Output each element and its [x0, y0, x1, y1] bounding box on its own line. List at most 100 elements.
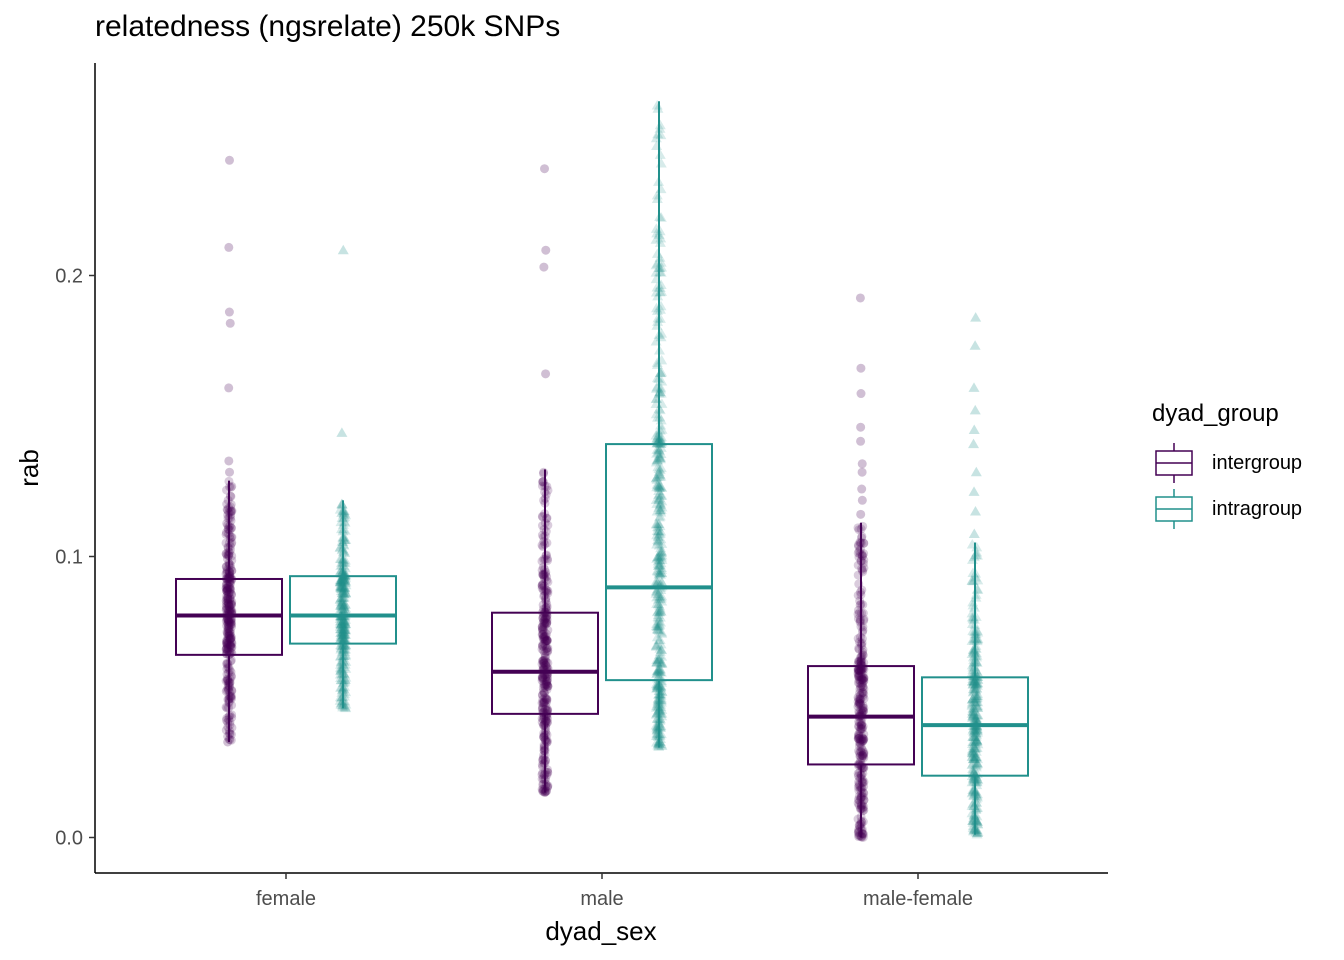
legend-label-intragroup: intragroup: [1212, 497, 1303, 520]
box: [289, 575, 397, 645]
data-point: [968, 784, 980, 794]
data-point: [655, 435, 667, 445]
data-point: [334, 618, 346, 628]
data-point: [223, 662, 233, 672]
data-point: [539, 619, 549, 629]
data-point: [968, 766, 980, 777]
outlier-point: [337, 244, 349, 255]
data-point: [653, 569, 665, 579]
data-point: [971, 702, 983, 712]
data-point: [224, 602, 234, 612]
data-point: [221, 583, 231, 593]
data-point: [654, 600, 666, 611]
data-point: [225, 579, 235, 589]
data-point: [654, 404, 666, 415]
data-point: [653, 489, 665, 499]
data-point: [967, 702, 979, 713]
data-point: [538, 661, 548, 671]
data-point: [858, 703, 868, 713]
data-point: [221, 604, 231, 614]
outlier-point: [969, 340, 981, 350]
data-point: [538, 624, 548, 634]
data-point: [652, 682, 664, 692]
data-point: [652, 576, 664, 586]
data-point: [968, 685, 980, 696]
y-axis-label: rab: [14, 449, 44, 487]
data-point: [222, 643, 232, 653]
data-point: [335, 631, 347, 641]
data-point: [967, 708, 979, 718]
legend-item-intergroup: intergroup: [1152, 440, 1302, 486]
data-point: [656, 550, 668, 560]
data-point: [968, 752, 980, 762]
data-point: [858, 682, 868, 692]
data-point: [655, 382, 667, 392]
data-point: [654, 480, 666, 491]
data-point: [859, 664, 869, 674]
data-point: [656, 564, 668, 574]
data-point: [857, 751, 867, 761]
data-point: [967, 747, 979, 758]
data-point: [335, 656, 347, 667]
data-point: [651, 525, 663, 535]
data-point: [650, 456, 662, 467]
data-point: [653, 449, 665, 460]
data-point: [336, 630, 348, 641]
data-point: [971, 734, 983, 745]
data-point: [856, 666, 866, 676]
data-point: [539, 632, 549, 642]
data-point: [858, 750, 868, 760]
data-point: [970, 647, 982, 658]
data-point: [971, 671, 983, 681]
data-point: [654, 445, 666, 455]
data-point: [540, 693, 550, 703]
data-point: [654, 618, 666, 629]
data-point: [968, 702, 980, 712]
data-point: [654, 528, 666, 538]
data-point: [652, 453, 664, 464]
outlier-point: [223, 737, 233, 747]
data-point: [854, 675, 864, 685]
data-point: [222, 627, 232, 637]
data-point: [651, 305, 663, 315]
data-point: [966, 676, 978, 686]
data-point: [339, 634, 351, 645]
data-point: [223, 643, 233, 653]
data-point: [226, 631, 236, 641]
box: [605, 443, 713, 682]
data-point: [970, 746, 982, 756]
data-point: [653, 525, 665, 536]
data-point: [654, 568, 666, 578]
data-point: [967, 668, 979, 678]
data-point: [970, 728, 982, 738]
data-point: [540, 613, 550, 623]
data-point: [651, 193, 663, 204]
data-point: [968, 633, 980, 644]
outlier-point: [857, 495, 867, 505]
data-point: [334, 634, 346, 644]
data-point: [652, 534, 664, 544]
data-point: [856, 717, 866, 727]
data-point: [653, 502, 665, 512]
data-point: [971, 692, 983, 702]
data-point: [855, 726, 865, 736]
data-point: [857, 724, 867, 734]
data-point: [651, 506, 663, 516]
data-point: [856, 743, 866, 753]
data-point: [338, 582, 350, 592]
data-point: [652, 518, 664, 529]
data-point: [540, 697, 550, 707]
data-point: [225, 635, 235, 645]
data-point: [651, 498, 663, 508]
data-point: [650, 639, 662, 650]
legend-label-intergroup: intergroup: [1212, 451, 1303, 474]
data-point: [223, 605, 233, 615]
data-point: [652, 594, 664, 604]
data-point: [857, 638, 867, 648]
data-point: [223, 624, 233, 634]
data-point: [338, 628, 350, 638]
data-point: [223, 615, 233, 625]
data-point: [854, 717, 864, 727]
data-point: [338, 624, 350, 634]
data-point: [967, 683, 979, 694]
